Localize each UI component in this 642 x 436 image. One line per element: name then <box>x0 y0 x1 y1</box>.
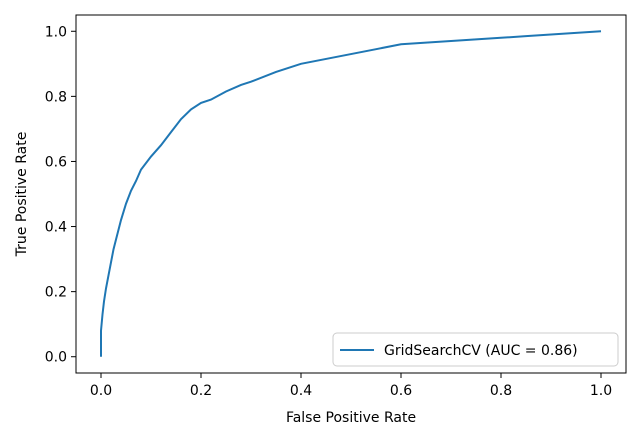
y-tick-label: 0.6 <box>45 154 67 170</box>
x-tick-label: 0.2 <box>190 383 212 399</box>
y-axis-ticks: 0.0 0.2 0.4 0.6 0.8 1.0 <box>45 24 76 366</box>
legend: GridSearchCV (AUC = 0.86) <box>332 332 619 367</box>
legend-box <box>332 332 619 367</box>
x-axis-ticks: 0.0 0.2 0.4 0.6 0.8 1.0 <box>90 373 612 399</box>
y-tick-label: 1.0 <box>45 24 67 40</box>
x-tick-label: 0.0 <box>90 383 112 399</box>
x-tick-label: 1.0 <box>590 383 612 399</box>
x-tick-label: 0.8 <box>490 383 512 399</box>
y-tick-label: 0.0 <box>45 350 67 366</box>
x-axis-label: False Positive Rate <box>286 410 416 426</box>
y-axis-label: True Positive Rate <box>14 132 30 258</box>
plot-area <box>75 14 627 374</box>
roc-curve-line <box>100 30 602 357</box>
y-tick-label: 0.2 <box>45 285 67 301</box>
x-tick-label: 0.6 <box>390 383 412 399</box>
y-tick-label: 0.4 <box>45 220 67 236</box>
y-tick-label: 0.8 <box>45 89 67 105</box>
legend-label: GridSearchCV (AUC = 0.86) <box>384 343 578 359</box>
x-tick-label: 0.4 <box>290 383 312 399</box>
